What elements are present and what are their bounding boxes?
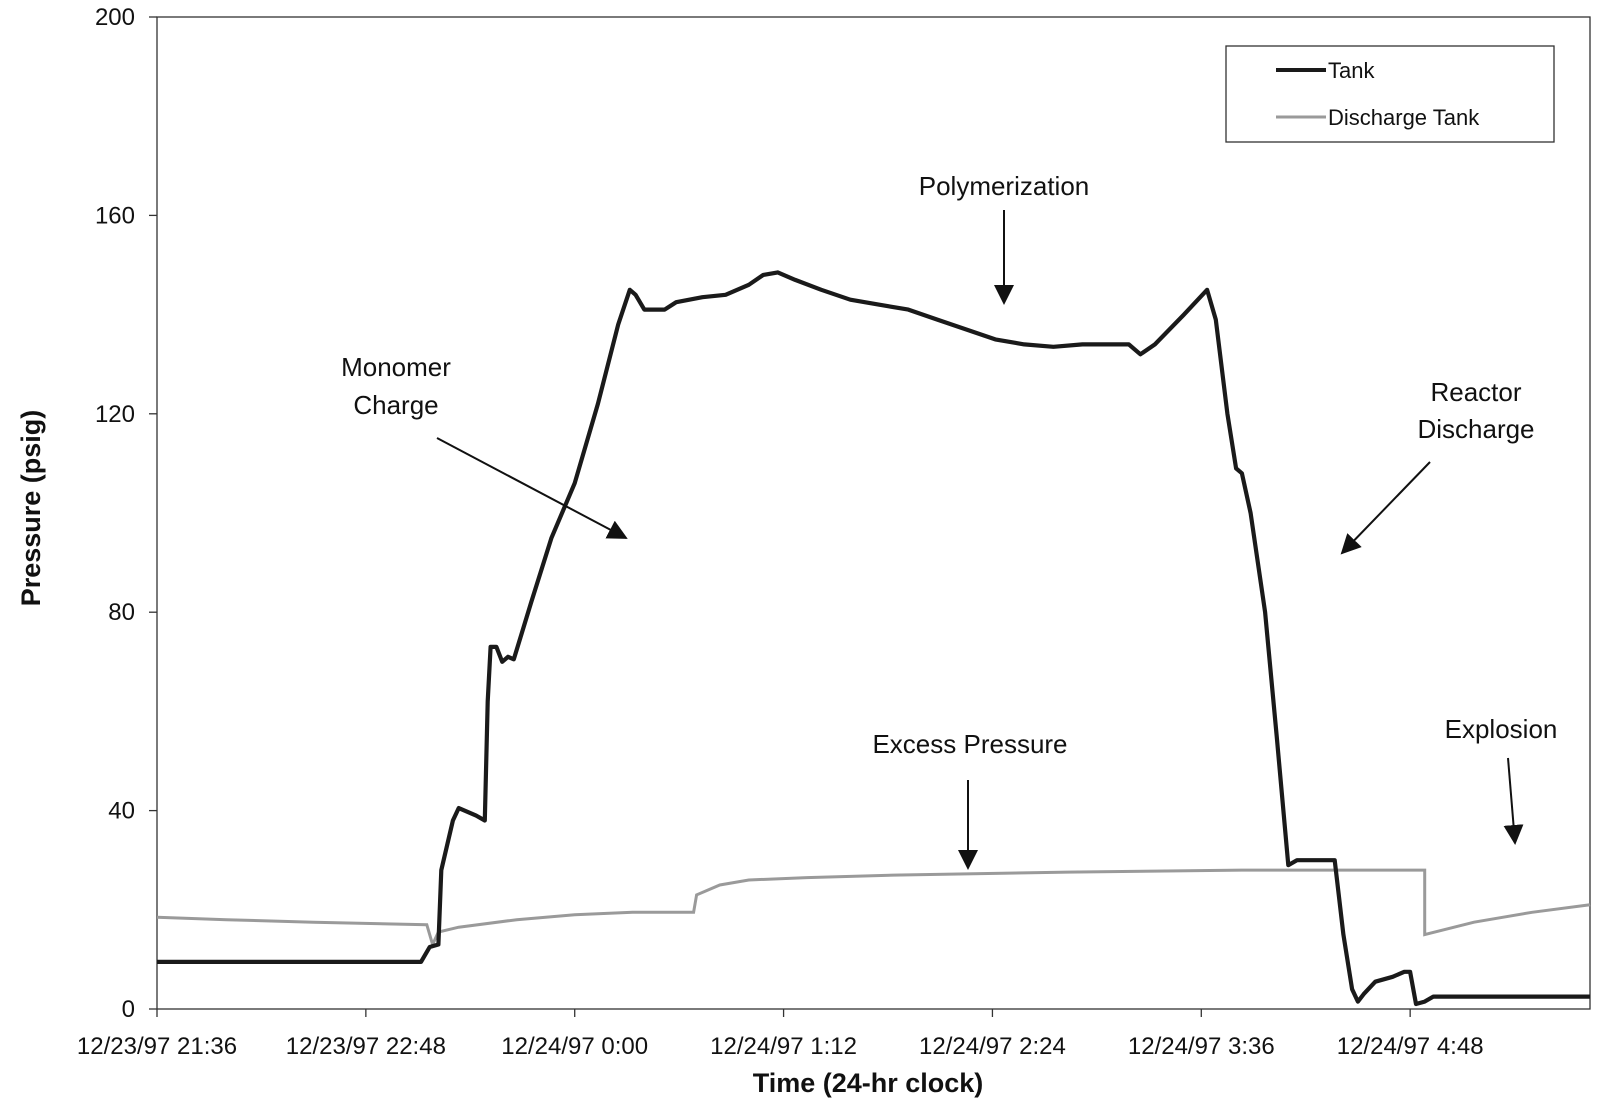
x-tick-label: 12/23/97 21:36 (77, 1033, 237, 1060)
svg-text:Charge: Charge (353, 390, 438, 420)
y-tick-label: 0 (122, 996, 135, 1023)
svg-text:Explosion: Explosion (1445, 714, 1558, 744)
x-tick-label: 12/24/97 3:36 (1128, 1033, 1275, 1060)
annotation-arrow (1503, 757, 1524, 845)
annotation-monomer-charge: Monomer Charge (341, 352, 628, 539)
legend: Tank Discharge Tank (1225, 45, 1555, 143)
svg-text:Tank: Tank (1328, 58, 1375, 83)
x-tick-label: 12/24/97 2:24 (919, 1033, 1066, 1060)
x-tick-label: 12/23/97 22:48 (286, 1033, 446, 1060)
annotation-arrow (1340, 461, 1431, 555)
x-axis: 12/23/97 21:36 12/23/97 22:48 12/24/97 0:0… (77, 1009, 1484, 1060)
svg-text:Discharge: Discharge (1417, 414, 1534, 444)
svg-text:Monomer: Monomer (341, 352, 451, 382)
annotation-arrow (436, 437, 628, 539)
legend-item-discharge-tank: Discharge Tank (1276, 105, 1480, 130)
svg-text:Polymerization: Polymerization (919, 171, 1090, 201)
y-tick-label: 200 (95, 4, 135, 31)
legend-item-tank: Tank (1276, 58, 1375, 83)
x-tick-label: 12/24/97 1:12 (710, 1033, 857, 1060)
legend-box (1225, 45, 1555, 143)
annotation-explosion: Explosion (1445, 714, 1558, 845)
x-tick-label: 12/24/97 4:48 (1337, 1033, 1484, 1060)
annotation-reactor-discharge: Reactor Discharge (1340, 377, 1535, 555)
annotation-excess-pressure: Excess Pressure (872, 729, 1068, 870)
series-line-tank (157, 270, 1590, 1007)
svg-text:Reactor: Reactor (1430, 377, 1521, 407)
y-axis: 0 40 80 120 160 200 (95, 4, 157, 1023)
y-tick-label: 120 (95, 401, 135, 428)
svg-text:Discharge Tank: Discharge Tank (1328, 105, 1480, 130)
svg-text:Excess Pressure: Excess Pressure (872, 729, 1067, 759)
annotation-polymerization: Polymerization (919, 171, 1090, 305)
series-line-discharge-tank (156, 868, 1591, 949)
y-axis-title: Pressure (psig) (16, 410, 46, 607)
x-axis-title: Time (24-hr clock) (753, 1068, 984, 1098)
y-tick-label: 40 (108, 798, 135, 825)
plot-area-frame (156, 16, 1591, 1010)
y-tick-label: 160 (95, 202, 135, 229)
y-tick-label: 80 (108, 599, 135, 626)
x-tick-label: 12/24/97 0:00 (501, 1033, 648, 1060)
